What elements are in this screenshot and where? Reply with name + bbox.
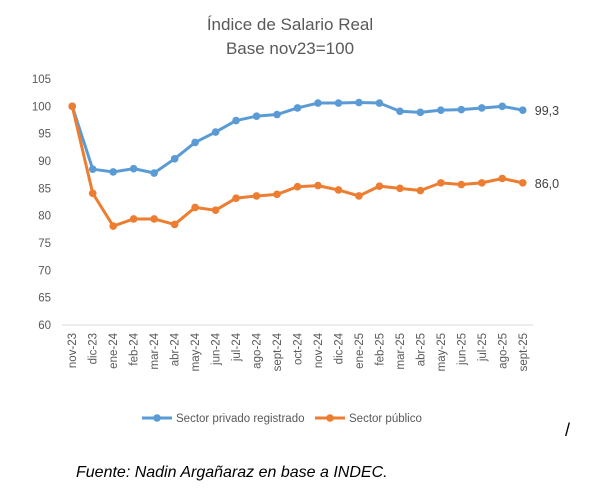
data-point [478,104,486,112]
data-point [334,186,343,194]
data-point [334,99,343,107]
data-point [416,186,425,195]
legend: Sector privado registrado Sector público [142,413,422,425]
x-tick-label: ene-24 [108,332,120,368]
data-point [232,194,240,202]
x-tick-label: dic-24 [333,332,345,364]
chart-title: Índice de Salario Real [207,15,373,34]
legend-item: Sector público [315,413,422,425]
end-value-label: 86,0 [535,177,559,191]
data-point [518,179,527,187]
x-tick-label: jul-25 [477,333,489,362]
data-point [191,203,199,212]
x-tick-label: jun-25 [456,333,468,366]
source-note: Fuente: Nadin Argañaraz en base a INDEC. [76,464,388,481]
data-point [293,182,302,191]
data-point [375,99,384,107]
x-tick-label: may-24 [190,332,202,371]
data-point [396,184,404,193]
data-point [88,165,97,173]
x-tick-label: jul-24 [231,332,243,362]
series-1: 99,3 [68,98,559,177]
x-tick-label: ago-24 [252,332,264,368]
x-tick-label: abr-25 [415,333,427,366]
data-point [129,215,138,223]
data-point [170,155,179,163]
slash-mark: / [565,420,571,440]
y-tick-label: 95 [38,129,51,141]
data-point [478,179,486,187]
data-point [109,222,117,230]
data-point [355,98,363,107]
data-point [416,108,425,117]
data-point [314,181,322,190]
data-point [252,192,261,200]
y-tick-label: 65 [38,293,51,305]
legend-label: Sector público [349,413,422,425]
x-tick-label: sept-25 [518,333,530,371]
x-tick-label: feb-25 [374,333,386,366]
legend-swatch-marker [326,414,334,422]
chart-subtitle: Base nov23=100 [226,39,354,58]
legend-item: Sector privado registrado [142,413,304,425]
x-tick-label: dic-23 [88,333,100,364]
data-point [68,102,77,111]
series-line [70,101,524,175]
x-tick-label: sept-24 [272,332,284,371]
data-point [232,116,240,125]
data-point [273,190,281,199]
data-point [88,189,97,198]
data-point [211,128,220,136]
y-tick-label: 100 [32,101,51,113]
data-point [396,107,404,116]
data-point [273,110,281,119]
data-point [457,180,466,189]
data-point [293,104,302,112]
legend-label: Sector privado registrado [176,413,304,425]
x-axis: nov-23 dic-23 ene-24 feb-24 mar-24 abr-24 may-… [62,324,533,371]
y-axis: 60 65 70 75 80 85 90 95 100 105 [32,74,51,332]
y-tick-label: 80 [38,211,51,223]
series-line [70,105,524,228]
data-point [252,112,261,120]
data-point [355,192,363,200]
y-tick-label: 85 [38,183,51,195]
data-point [150,169,158,177]
x-tick-label: mar-24 [149,332,161,369]
data-point [150,215,158,223]
legend-swatch-marker [153,414,161,422]
x-tick-label: nov-23 [67,333,79,368]
x-tick-label: ene-25 [354,333,366,369]
y-tick-label: 105 [32,74,51,86]
x-tick-label: ago-25 [497,333,509,369]
y-tick-label: 70 [38,265,51,277]
data-point [170,220,179,229]
x-tick-label: may-25 [436,333,448,371]
x-tick-label: oct-24 [293,332,305,365]
data-point [437,106,445,114]
data-point [211,206,220,214]
data-point [109,168,117,176]
x-tick-label: feb-24 [129,332,141,365]
data-point [437,179,445,187]
series-layer: 99,3 86,0 [68,98,559,230]
data-point [191,138,199,147]
x-tick-label: jun-24 [211,332,223,366]
end-value-label: 99,3 [535,104,559,118]
x-tick-label: abr-24 [170,332,182,366]
y-tick-label: 60 [38,320,51,332]
data-point [498,102,507,111]
y-tick-label: 90 [38,156,51,168]
x-tick-label: nov-24 [313,332,325,368]
data-point [457,105,466,114]
data-point [129,164,138,173]
y-tick-label: 75 [38,238,51,250]
data-point [518,106,527,114]
data-point [498,174,507,183]
x-tick-label: mar-25 [395,333,407,369]
series-2: 86,0 [68,102,559,230]
data-point [375,182,384,190]
data-point [314,99,322,107]
